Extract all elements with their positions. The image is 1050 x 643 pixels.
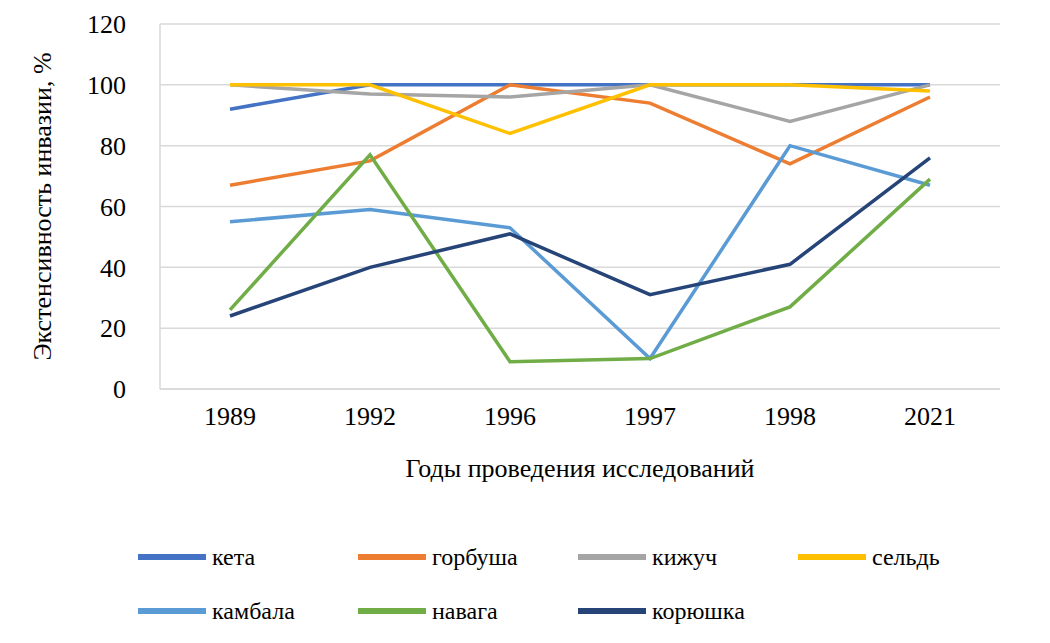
html-text:кижуч: кижуч	[652, 543, 718, 570]
html-text:корюшка: корюшка	[652, 597, 745, 624]
svg-text:100: 100	[87, 71, 126, 100]
svg-text:0: 0	[113, 375, 126, 404]
html-text:сельдь: сельдь	[872, 543, 940, 570]
html-text:кета: кета	[212, 543, 256, 570]
svg-text:2021: 2021	[904, 402, 956, 431]
html-text:горбуша: горбуша	[432, 543, 518, 570]
svg-text:20: 20	[100, 314, 126, 343]
svg-text:Годы проведения исследований: Годы проведения исследований	[405, 454, 754, 483]
svg-text:1997: 1997	[624, 402, 676, 431]
svg-text:1996: 1996	[484, 402, 536, 431]
svg-text:1992: 1992	[344, 402, 396, 431]
svg-text:80: 80	[100, 132, 126, 161]
svg-text:1989: 1989	[204, 402, 256, 431]
html-text:навага: навага	[432, 597, 498, 624]
svg-text:Экстенсивность инвазии, %: Экстенсивность инвазии, %	[28, 52, 57, 360]
html-text:камбала: камбала	[212, 597, 295, 624]
svg-text:40: 40	[100, 254, 126, 283]
svg-text:60: 60	[100, 193, 126, 222]
svg-text:120: 120	[87, 10, 126, 39]
svg-text:1998: 1998	[764, 402, 816, 431]
